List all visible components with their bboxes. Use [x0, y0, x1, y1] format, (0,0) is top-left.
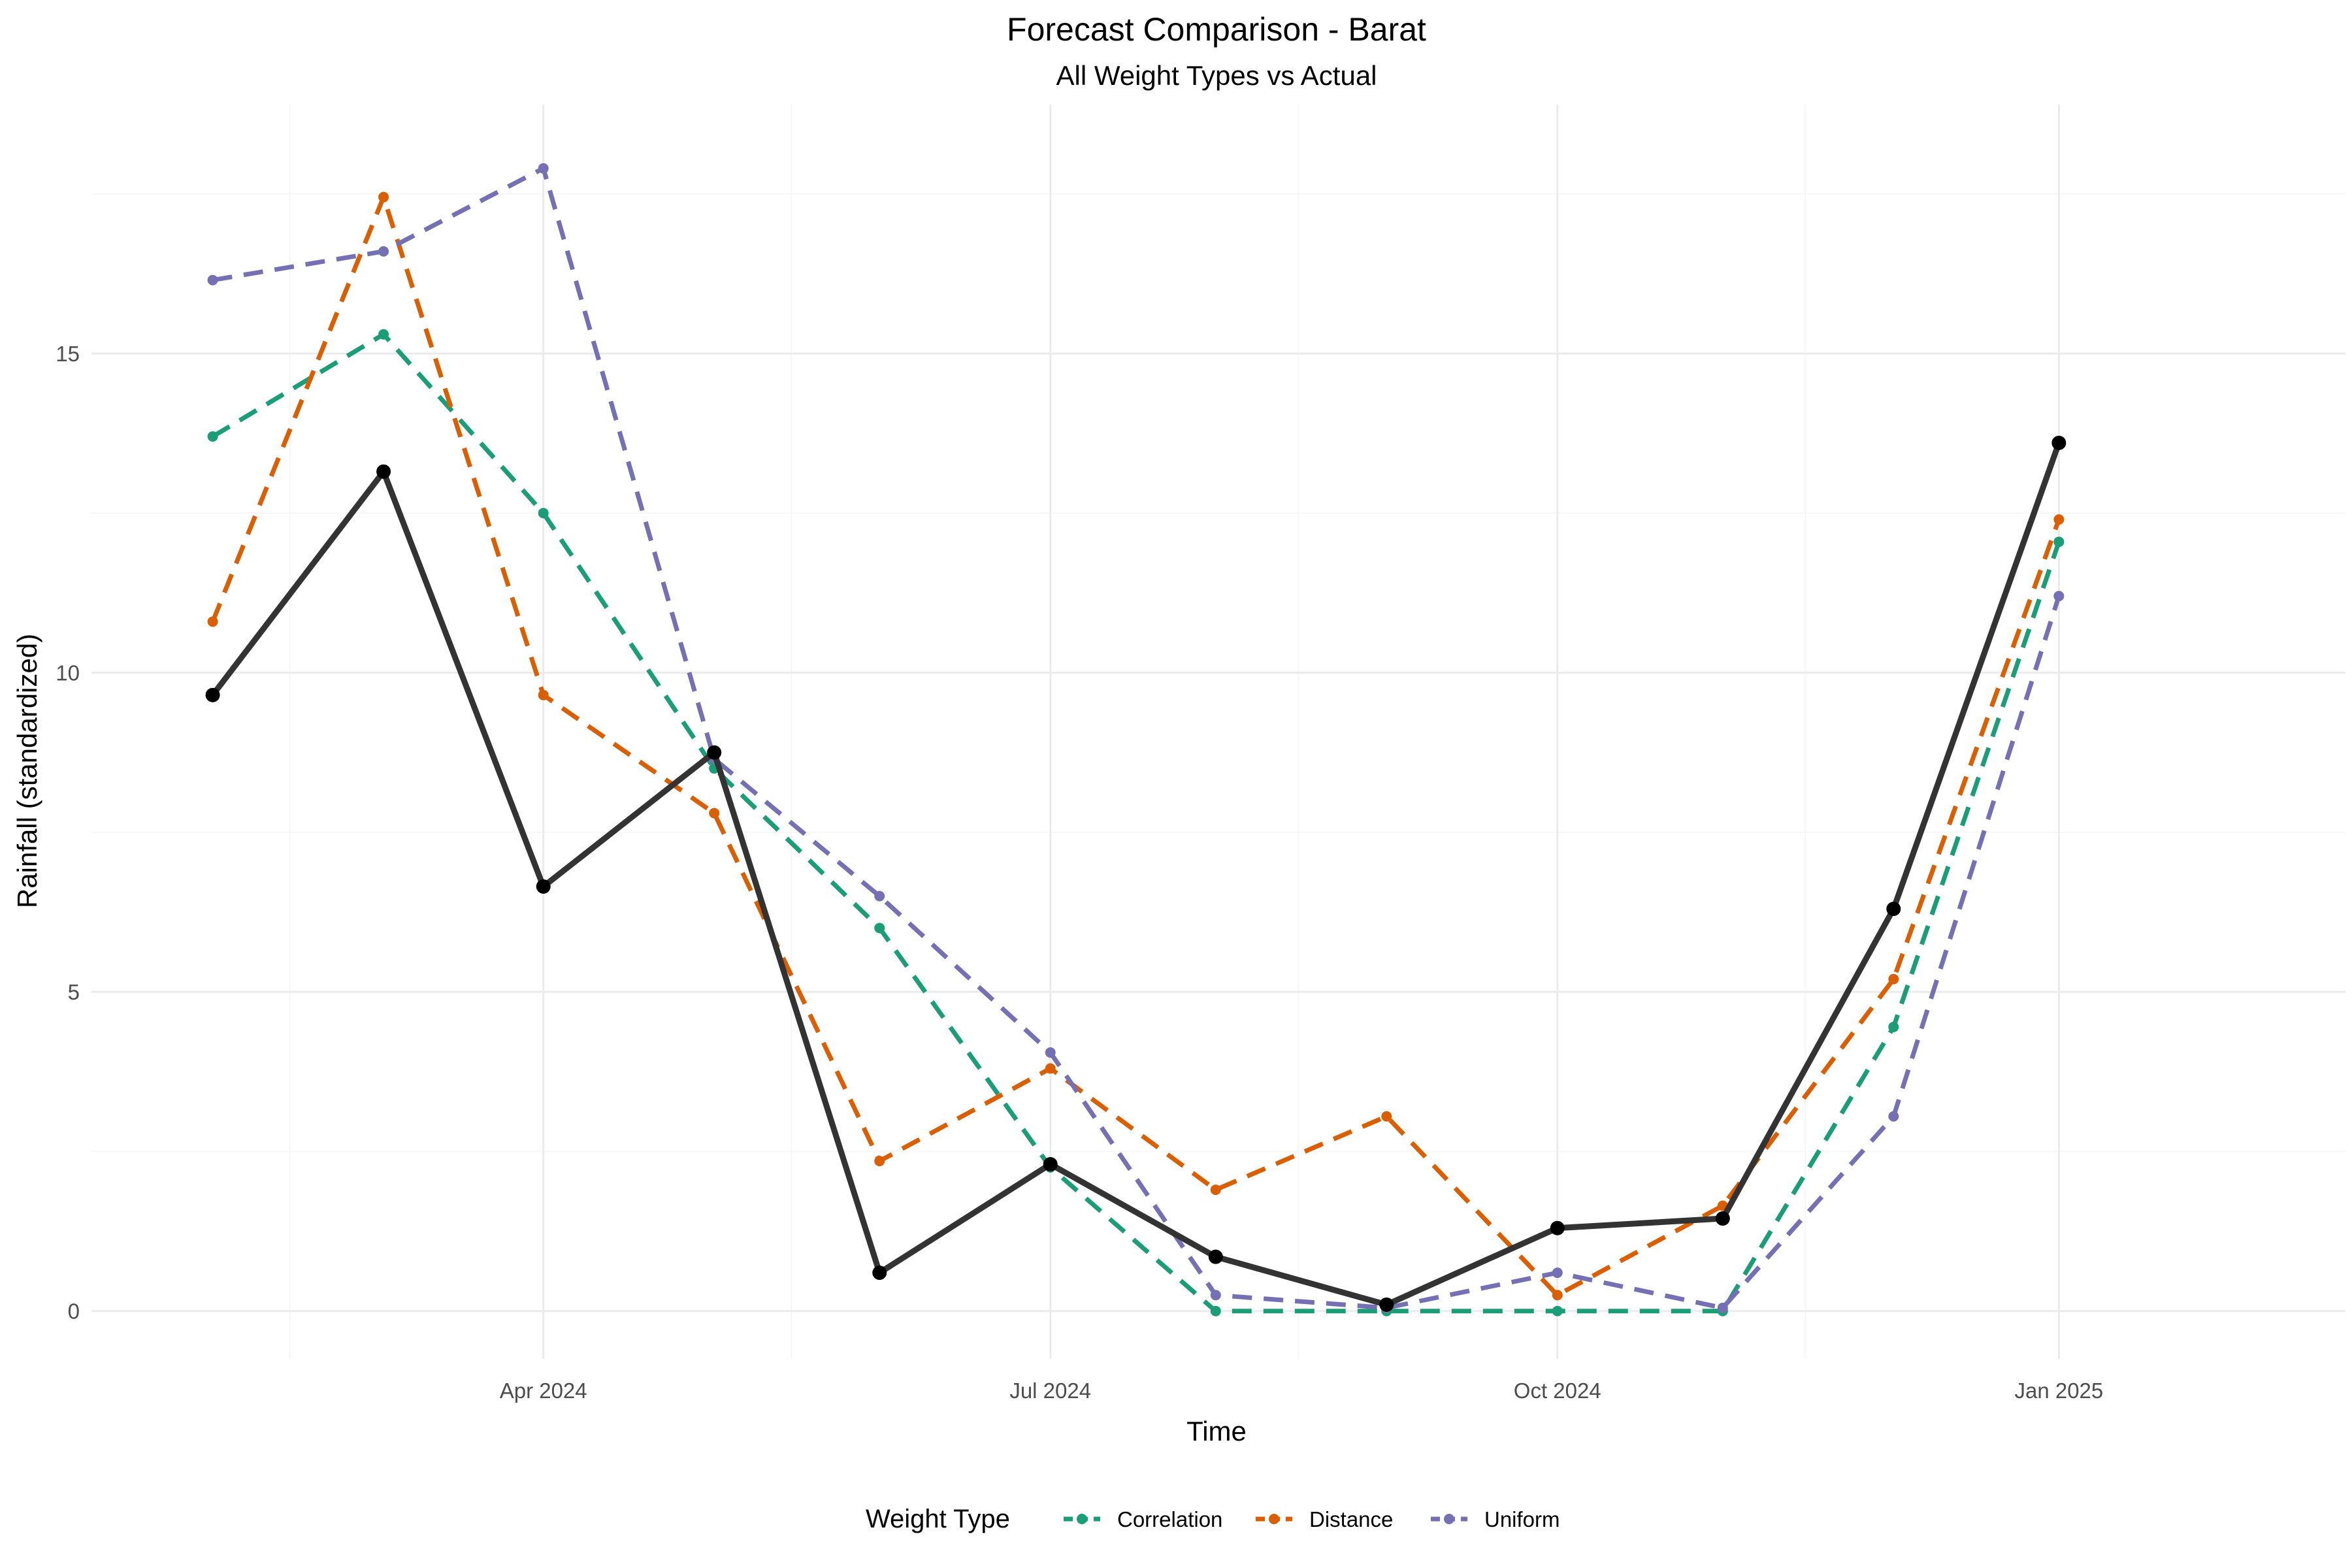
x-axis-title: Time [1186, 1416, 1247, 1446]
data-point-correlation [538, 508, 549, 519]
data-point-uniform [538, 163, 549, 174]
legend-items: Correlation Distance Uniform [1064, 1507, 1560, 1531]
data-point-distance [874, 1156, 885, 1167]
data-point-distance [2053, 514, 2065, 525]
data-point-actual [205, 687, 220, 702]
legend-label-uniform: Uniform [1484, 1507, 1560, 1531]
series-lines [205, 163, 2066, 1316]
data-point-actual [1379, 1297, 1394, 1312]
data-point-distance [1888, 973, 1899, 985]
data-point-uniform [1045, 1047, 1056, 1058]
chart-subtitle: All Weight Types vs Actual [1056, 60, 1377, 91]
data-point-distance [1381, 1111, 1392, 1122]
data-point-actual [1043, 1156, 1058, 1171]
data-point-uniform [874, 890, 885, 902]
legend-key-point-correlation [1077, 1514, 1087, 1524]
data-point-uniform [1552, 1267, 1563, 1279]
data-point-actual [536, 879, 551, 894]
data-point-actual [376, 464, 391, 479]
y-tick-label: 15 [56, 342, 80, 366]
data-point-distance [538, 689, 549, 700]
data-point-actual [1208, 1249, 1223, 1264]
data-point-distance [1210, 1184, 1221, 1196]
data-point-distance [378, 191, 389, 203]
legend: Weight Type Correlation Distance Uniform [866, 1505, 1560, 1533]
data-point-correlation [1888, 1021, 1899, 1032]
data-point-correlation [207, 431, 218, 442]
data-point-actual [1715, 1211, 1730, 1226]
data-point-uniform [378, 246, 389, 257]
data-point-actual [707, 745, 722, 760]
x-tick-label: Apr 2024 [500, 1379, 587, 1403]
x-tick-label: Jul 2024 [1009, 1379, 1091, 1403]
data-point-distance [207, 616, 218, 627]
legend-key-point-distance [1269, 1514, 1279, 1524]
axes: 0 5 10 15 Apr 2024 Jul 2024 Oct 2024 Jan 2025 [56, 342, 2103, 1403]
data-point-uniform [207, 274, 218, 286]
y-axis-title: Rainfall (standardized) [12, 634, 42, 908]
gridlines [91, 105, 2345, 1359]
data-point-uniform [1717, 1302, 1728, 1313]
y-tick-label: 10 [56, 661, 80, 685]
data-point-actual [2051, 435, 2066, 450]
data-point-distance [1552, 1290, 1563, 1301]
data-point-correlation [1552, 1305, 1563, 1316]
data-point-actual [1886, 902, 1901, 917]
y-tick-label: 0 [68, 1299, 80, 1324]
legend-label-distance: Distance [1309, 1507, 1393, 1531]
data-point-uniform [2053, 591, 2065, 602]
data-point-correlation [378, 329, 389, 340]
y-tick-label: 5 [68, 980, 80, 1004]
data-point-actual [1550, 1220, 1565, 1235]
x-tick-label: Oct 2024 [1514, 1379, 1601, 1403]
data-point-distance [709, 808, 720, 819]
series-line-correlation [211, 332, 2061, 1314]
actual-line [210, 442, 2062, 1308]
data-point-uniform [1210, 1290, 1221, 1301]
data-point-correlation [874, 923, 885, 934]
data-point-correlation [1210, 1305, 1221, 1316]
legend-title: Weight Type [866, 1505, 1010, 1533]
data-point-distance [1045, 1063, 1056, 1074]
data-point-uniform [1888, 1111, 1899, 1122]
x-tick-label: Jan 2025 [2014, 1379, 2103, 1403]
data-point-actual [872, 1266, 887, 1281]
legend-key-point-uniform [1444, 1514, 1454, 1524]
series-line-uniform [212, 166, 2061, 1311]
chart-title: Forecast Comparison - Barat [1007, 11, 1426, 48]
legend-label-correlation: Correlation [1117, 1507, 1222, 1531]
data-point-correlation [2053, 536, 2065, 547]
